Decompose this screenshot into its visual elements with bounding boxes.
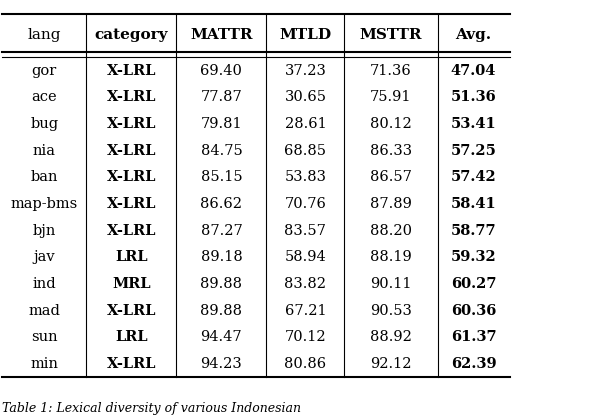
Text: sun: sun [31, 330, 57, 344]
Text: 58.41: 58.41 [451, 197, 496, 211]
Text: X-LRL: X-LRL [106, 171, 156, 184]
Text: 47.04: 47.04 [451, 64, 496, 78]
Text: 94.47: 94.47 [201, 330, 242, 344]
Text: 86.33: 86.33 [370, 144, 412, 158]
Text: ban: ban [31, 171, 58, 184]
Text: 70.76: 70.76 [284, 197, 326, 211]
Text: X-LRL: X-LRL [106, 304, 156, 318]
Text: 88.19: 88.19 [370, 250, 412, 264]
Text: mad: mad [28, 304, 60, 318]
Text: 58.94: 58.94 [284, 250, 326, 264]
Text: 84.75: 84.75 [201, 144, 242, 158]
Text: 53.83: 53.83 [284, 171, 326, 184]
Text: 88.20: 88.20 [370, 224, 412, 238]
Text: X-LRL: X-LRL [106, 197, 156, 211]
Text: gor: gor [31, 64, 57, 78]
Text: MTLD: MTLD [280, 28, 332, 42]
Text: 71.36: 71.36 [370, 64, 412, 78]
Text: 89.88: 89.88 [201, 304, 242, 318]
Text: 94.23: 94.23 [201, 357, 242, 371]
Text: 53.41: 53.41 [451, 117, 496, 131]
Text: 92.12: 92.12 [370, 357, 412, 371]
Text: min: min [30, 357, 58, 371]
Text: jav: jav [33, 250, 55, 264]
Text: LRL: LRL [115, 330, 147, 344]
Text: 62.39: 62.39 [451, 357, 496, 371]
Text: bug: bug [30, 117, 59, 131]
Text: 80.86: 80.86 [284, 357, 327, 371]
Text: 89.88: 89.88 [201, 277, 242, 291]
Text: nia: nia [33, 144, 56, 158]
Text: 88.92: 88.92 [370, 330, 412, 344]
Text: 86.57: 86.57 [370, 171, 412, 184]
Text: 83.57: 83.57 [284, 224, 326, 238]
Text: 79.81: 79.81 [201, 117, 242, 131]
Text: 89.18: 89.18 [201, 250, 242, 264]
Text: 57.42: 57.42 [451, 171, 496, 184]
Text: 85.15: 85.15 [201, 171, 242, 184]
Text: 60.27: 60.27 [451, 277, 496, 291]
Text: X-LRL: X-LRL [106, 144, 156, 158]
Text: 86.62: 86.62 [201, 197, 242, 211]
Text: 59.32: 59.32 [451, 250, 496, 264]
Text: 58.77: 58.77 [451, 224, 496, 238]
Text: bjn: bjn [33, 224, 56, 238]
Text: 90.11: 90.11 [370, 277, 412, 291]
Text: X-LRL: X-LRL [106, 357, 156, 371]
Text: 83.82: 83.82 [284, 277, 326, 291]
Text: ind: ind [33, 277, 56, 291]
Text: 87.89: 87.89 [370, 197, 412, 211]
Text: 57.25: 57.25 [451, 144, 496, 158]
Text: 75.91: 75.91 [370, 90, 412, 104]
Text: ace: ace [31, 90, 57, 104]
Text: 77.87: 77.87 [201, 90, 242, 104]
Text: category: category [95, 28, 168, 42]
Text: 28.61: 28.61 [284, 117, 326, 131]
Text: 30.65: 30.65 [284, 90, 326, 104]
Text: 69.40: 69.40 [201, 64, 242, 78]
Text: 61.37: 61.37 [451, 330, 496, 344]
Text: 80.12: 80.12 [370, 117, 412, 131]
Text: 70.12: 70.12 [284, 330, 326, 344]
Text: Avg.: Avg. [455, 28, 492, 42]
Text: X-LRL: X-LRL [106, 90, 156, 104]
Text: map-bms: map-bms [11, 197, 78, 211]
Text: 37.23: 37.23 [284, 64, 326, 78]
Text: lang: lang [28, 28, 61, 42]
Text: Table 1: Lexical diversity of various Indonesian: Table 1: Lexical diversity of various In… [2, 402, 301, 415]
Text: X-LRL: X-LRL [106, 64, 156, 78]
Text: 87.27: 87.27 [201, 224, 242, 238]
Text: LRL: LRL [115, 250, 147, 264]
Text: MRL: MRL [112, 277, 150, 291]
Text: 60.36: 60.36 [451, 304, 496, 318]
Text: 90.53: 90.53 [370, 304, 412, 318]
Text: 67.21: 67.21 [284, 304, 326, 318]
Text: X-LRL: X-LRL [106, 224, 156, 238]
Text: X-LRL: X-LRL [106, 117, 156, 131]
Text: 68.85: 68.85 [284, 144, 326, 158]
Text: 51.36: 51.36 [451, 90, 496, 104]
Text: MATTR: MATTR [190, 28, 252, 42]
Text: MSTTR: MSTTR [360, 28, 422, 42]
